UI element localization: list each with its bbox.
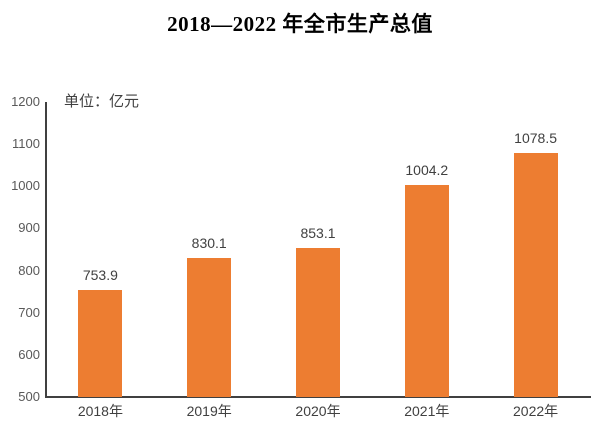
x-axis-tick-label: 2022年 — [513, 403, 559, 419]
bar-value-label: 753.9 — [82, 266, 118, 283]
bar-value-label: 1004.2 — [405, 161, 449, 178]
y-axis-tick-label: 900 — [18, 220, 40, 236]
bar-value-label: 830.1 — [191, 234, 227, 251]
y-axis-line — [45, 102, 47, 397]
bar-2020年 — [296, 248, 340, 397]
bar-value-label: 1078.5 — [514, 130, 557, 147]
y-axis-tick-label: 1100 — [12, 136, 40, 152]
y-axis-tick-label: 800 — [18, 262, 40, 278]
bar-2018年 — [78, 289, 123, 397]
x-axis-tick-label: 2019年 — [186, 403, 232, 419]
y-axis-tick-label: 700 — [18, 304, 40, 320]
bar-value-label: 853.1 — [300, 225, 336, 242]
y-axis-tick-label: 1200 — [11, 94, 40, 109]
y-axis-tick-label: 600 — [18, 346, 40, 362]
bar-2019年 — [187, 257, 232, 397]
bar-2021年 — [404, 184, 449, 397]
unit-label: 单位：亿元 — [64, 93, 140, 110]
x-axis-tick-label: 2018年 — [77, 403, 123, 419]
chart-title: 2018—2022 年全市生产总值 — [167, 12, 433, 36]
y-axis-tick-label: 500 — [18, 389, 40, 404]
x-axis-tick-label: 2021年 — [404, 403, 450, 419]
x-axis-tick-label: 2020年 — [295, 403, 341, 419]
bar-2022年 — [513, 153, 558, 397]
y-axis-tick-label: 1000 — [11, 178, 40, 194]
